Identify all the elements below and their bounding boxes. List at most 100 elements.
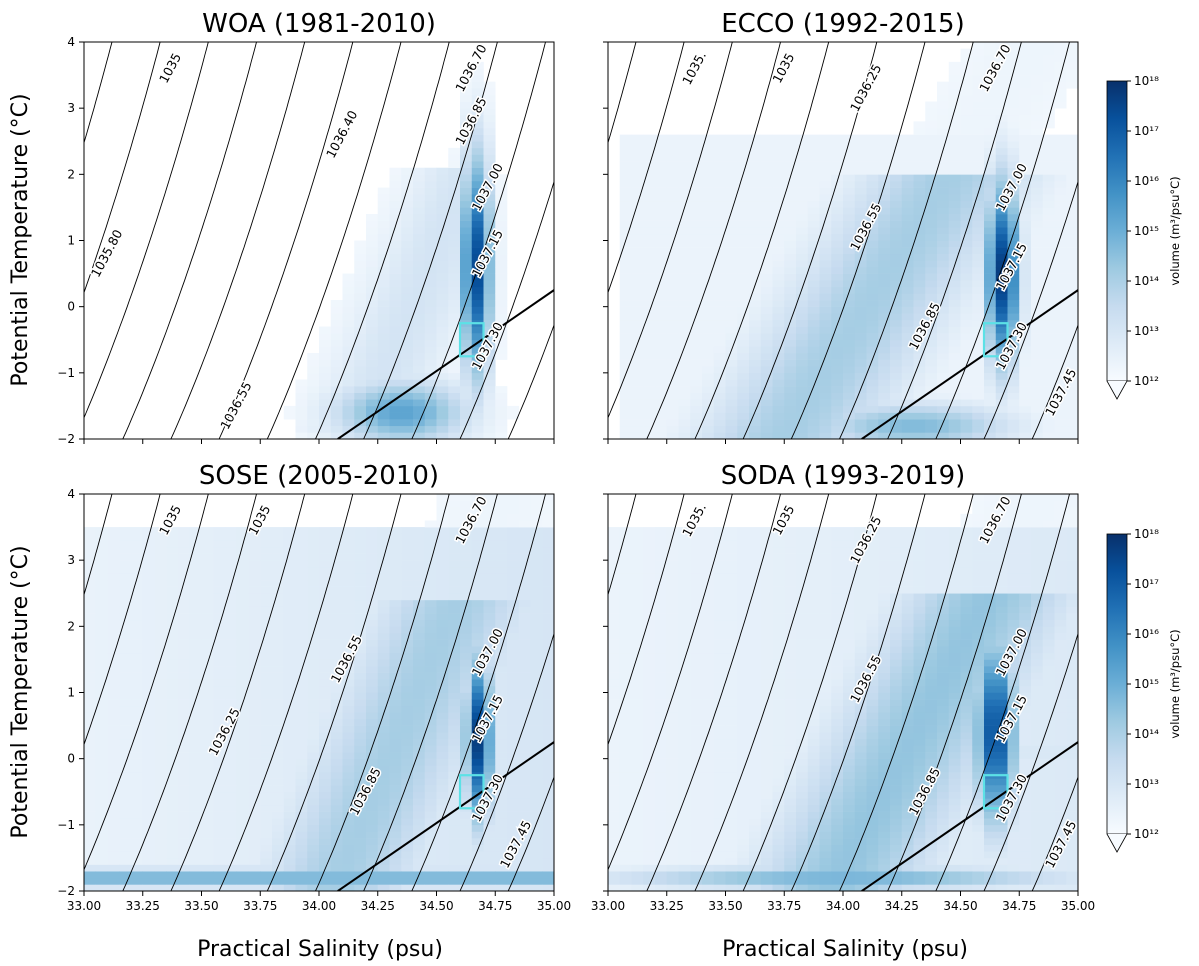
- heatmap-cell: [760, 154, 773, 162]
- heatmap-cell: [1054, 81, 1067, 89]
- heatmap-cell: [436, 207, 449, 215]
- heatmap-cell: [189, 804, 202, 812]
- heatmap-cell: [283, 838, 296, 845]
- heatmap-cell: [530, 844, 543, 852]
- heatmap-cell: [925, 359, 938, 367]
- heatmap-cell: [236, 613, 249, 621]
- heatmap-cell: [248, 778, 261, 786]
- heatmap-cell: [178, 791, 191, 799]
- heatmap-cell: [542, 785, 554, 793]
- heatmap-cell: [901, 366, 914, 374]
- heatmap-cell: [507, 520, 520, 528]
- heatmap-cell: [678, 359, 691, 367]
- heatmap-cell: [1007, 207, 1020, 215]
- heatmap-cell: [678, 220, 691, 228]
- heatmap-cell: [142, 718, 155, 726]
- heatmap-cell: [225, 546, 238, 554]
- heatmap-cell: [866, 247, 879, 255]
- heatmap-cell: [854, 412, 867, 420]
- heatmap-cell: [189, 580, 202, 587]
- heatmap-cell: [377, 811, 390, 819]
- heatmap-cell: [749, 286, 762, 294]
- heatmap-cell: [960, 372, 973, 380]
- heatmap-cell: [995, 42, 1008, 49]
- heatmap-cell: [272, 765, 285, 773]
- heatmap-cell: [389, 319, 402, 327]
- heatmap-cell: [471, 405, 484, 413]
- heatmap-cell: [389, 405, 402, 413]
- heatmap-cell: [307, 785, 320, 793]
- heatmap-cell: [518, 738, 531, 746]
- heatmap-cell: [1042, 399, 1055, 407]
- heatmap-cell: [260, 659, 273, 667]
- heatmap-cell: [737, 412, 750, 420]
- heatmap-cell: [1054, 352, 1067, 360]
- heatmap-cell: [131, 877, 144, 885]
- heatmap-cell: [260, 679, 273, 687]
- heatmap-cell: [225, 652, 238, 660]
- heatmap-cell: [260, 546, 273, 554]
- heatmap-cell: [366, 619, 379, 627]
- heatmap-cell: [377, 679, 390, 687]
- heatmap-cell: [330, 553, 343, 561]
- heatmap-cell: [460, 725, 473, 733]
- heatmap-cell: [1054, 214, 1067, 221]
- heatmap-cell: [984, 392, 997, 400]
- heatmap-cell: [749, 194, 762, 202]
- heatmap-cell: [1019, 233, 1032, 241]
- heatmap-cell: [507, 699, 520, 707]
- heatmap-cell: [972, 220, 985, 228]
- heatmap-cell: [413, 758, 426, 766]
- heatmap-cell: [283, 553, 296, 561]
- heatmap-cell: [319, 798, 332, 806]
- heatmap-cell: [142, 613, 155, 621]
- heatmap-cell: [119, 639, 132, 647]
- heatmap-cell: [890, 280, 903, 288]
- heatmap-cell: [542, 791, 554, 799]
- heatmap-cell: [354, 566, 367, 574]
- heatmap-cell: [854, 220, 867, 228]
- heatmap-cell: [702, 392, 715, 400]
- heatmap-cell: [283, 771, 296, 779]
- heatmap-cell: [471, 266, 484, 274]
- heatmap-cell: [119, 705, 132, 713]
- heatmap-cell: [272, 844, 285, 852]
- heatmap-cell: [448, 300, 461, 307]
- heatmap-cell: [131, 752, 144, 759]
- heatmap-cell: [154, 791, 167, 799]
- heatmap-cell: [84, 646, 97, 654]
- heatmap-cell: [678, 273, 691, 281]
- heatmap-cell: [119, 540, 132, 548]
- heatmap-cell: [1042, 200, 1055, 208]
- heatmap-cell: [690, 293, 703, 301]
- heatmap-cell: [401, 200, 414, 208]
- heatmap-cell: [619, 386, 632, 393]
- heatmap-cell: [655, 194, 668, 202]
- heatmap-cell: [1042, 352, 1055, 360]
- heatmap-cell: [413, 227, 426, 235]
- heatmap-cell: [366, 573, 379, 581]
- heatmap-cell: [471, 619, 484, 627]
- heatmap-cell: [690, 220, 703, 228]
- heatmap-cell: [631, 134, 644, 142]
- heatmap-cell: [154, 851, 167, 859]
- heatmap-cell: [213, 804, 226, 812]
- heatmap-cell: [319, 546, 332, 554]
- heatmap-cell: [690, 154, 703, 162]
- heatmap-cell: [913, 233, 926, 241]
- heatmap-cell: [483, 857, 496, 865]
- heatmap-cell: [655, 419, 668, 427]
- heatmap-cell: [807, 180, 820, 188]
- heatmap-cell: [713, 339, 726, 347]
- heatmap-cell: [166, 672, 179, 680]
- heatmap-cell: [984, 260, 997, 268]
- heatmap-cell: [737, 339, 750, 347]
- heatmap-cell: [295, 712, 308, 720]
- heatmap-cell: [854, 359, 867, 367]
- heatmap-cell: [666, 319, 679, 327]
- heatmap-cell: [925, 233, 938, 241]
- heatmap-cell: [295, 778, 308, 786]
- heatmap-cell: [84, 871, 97, 879]
- heatmap-cell: [1019, 154, 1032, 162]
- heatmap-cell: [178, 619, 191, 627]
